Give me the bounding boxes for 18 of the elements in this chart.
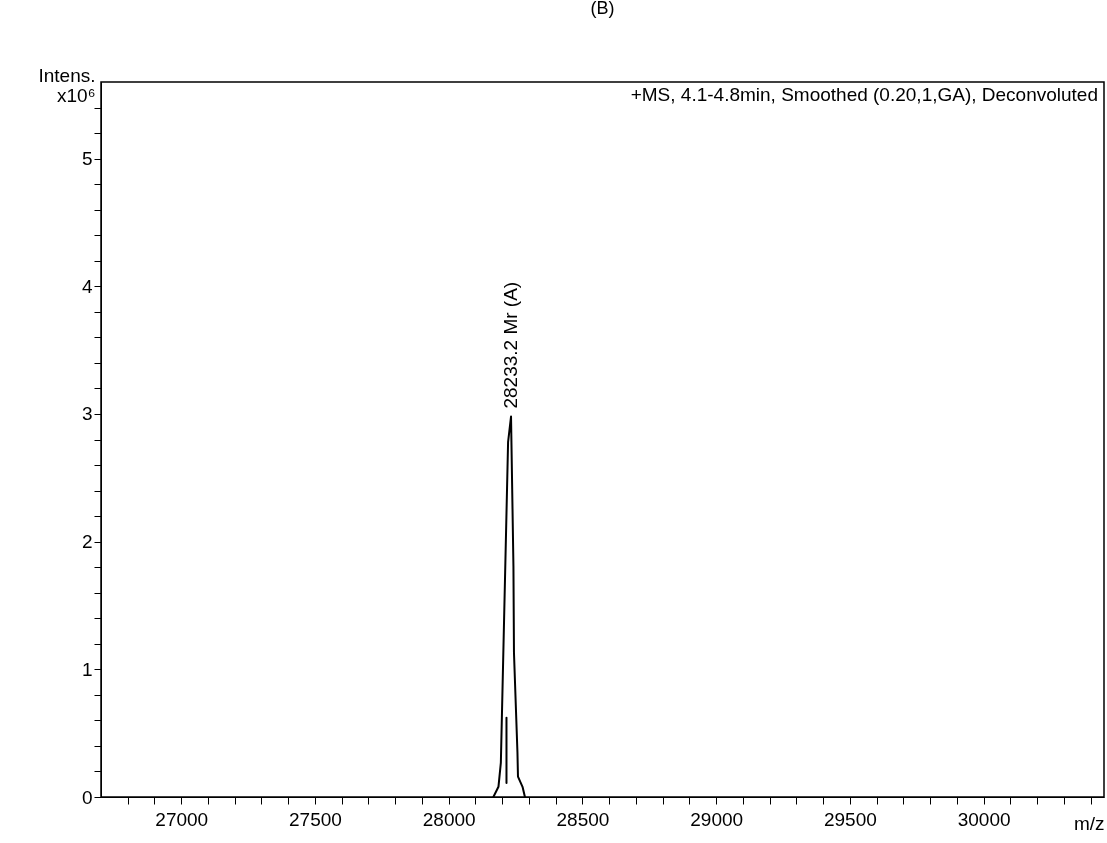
x-tick-label: 27000 — [155, 808, 209, 830]
y-tick-label: 4 — [81, 275, 93, 297]
y-axis-title: Intens. x10⁶ — [38, 64, 96, 106]
annotation: 28233.2 Mr (A) — [500, 281, 522, 409]
x-tick-label: 29000 — [690, 808, 744, 830]
y-tick-label: 3 — [81, 403, 93, 425]
y-tick-label: 5 — [81, 148, 93, 170]
chart-title: (B) — [590, 0, 615, 18]
x-tick-label: 28500 — [556, 808, 610, 830]
x-tick-label: 29500 — [823, 808, 877, 830]
y-tick-label: 2 — [81, 531, 93, 553]
y-tick-label: 1 — [81, 658, 93, 680]
y-tick-label: 0 — [81, 786, 93, 808]
annotation: +MS, 4.1-4.8min, Smoothed (0.20,1,GA), Deconvoluted — [630, 84, 1098, 105]
x-axis-title: m/z — [1073, 812, 1105, 834]
x-tick-label: 30000 — [957, 808, 1011, 830]
x-tick-label: 28000 — [422, 808, 476, 830]
x-tick-label: 27500 — [289, 808, 342, 830]
